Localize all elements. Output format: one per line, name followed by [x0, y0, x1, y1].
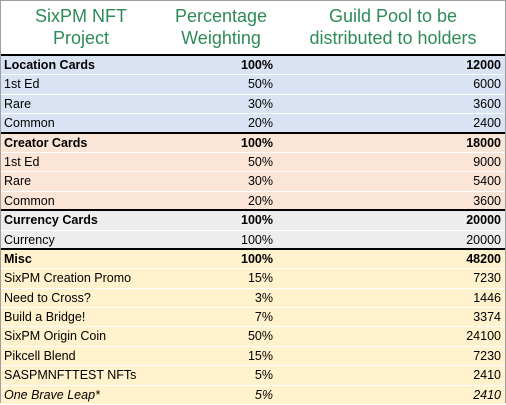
cell-project: One Brave Leap*: [4, 387, 100, 402]
cell-weighting: 5%: [254, 368, 273, 383]
header-project: SixPM NFT Project: [1, 5, 161, 49]
table-row: Common 20% 2400: [1, 114, 505, 134]
cell-weighting: 30%: [247, 96, 273, 111]
cell-project: Currency Cards: [4, 213, 98, 228]
cell-project: Creator Cards: [4, 135, 88, 150]
table-body: Location Cards 100% 12000 1st Ed 50% 6000 Rare…: [1, 56, 505, 405]
cell-weighting: 50%: [247, 154, 273, 169]
table-row: SixPM Creation Promo 15% 7230: [1, 269, 505, 289]
cell-project: Pikcell Blend: [4, 348, 76, 363]
cell-project: Need to Cross?: [4, 290, 91, 305]
table-row: Common 20% 3600: [1, 191, 505, 212]
table-row: Build a Bridge! 7% 3374: [1, 308, 505, 328]
header-guild-pool: Guild Pool to be distributed to holders: [281, 5, 505, 49]
table-row: Pikcell Blend 15% 7230: [1, 346, 505, 367]
table-row: Need to Cross? 3% 1446: [1, 288, 505, 309]
table-row: SASPMNFTTEST NFTs 5% 2410: [1, 366, 505, 386]
cell-weighting: 100%: [241, 251, 273, 266]
cell-project: SASPMNFTTEST NFTs: [4, 368, 137, 383]
cell-project: 1st Ed: [4, 154, 40, 169]
cell-guild-pool: 1446: [473, 290, 501, 305]
cell-weighting: 100%: [241, 213, 273, 228]
table-row: Rare 30% 5400: [1, 172, 505, 192]
cell-guild-pool: 3600: [473, 193, 501, 208]
group-header-row: Currency Cards 100% 20000: [1, 211, 505, 231]
group-header-row: Location Cards 100% 12000: [1, 56, 505, 76]
cell-project: Build a Bridge!: [4, 310, 86, 325]
cell-project: 1st Ed: [4, 77, 40, 92]
cell-guild-pool: 3374: [473, 310, 501, 325]
cell-guild-pool: 5400: [473, 174, 501, 189]
header-guild-pool-line2: distributed to holders: [309, 28, 477, 48]
table-row: SixPM Origin Coin 50% 24100: [1, 327, 505, 347]
cell-weighting: 7%: [254, 310, 273, 325]
table-row: Currency 100% 20000: [1, 230, 505, 250]
cell-weighting: 15%: [247, 271, 273, 286]
cell-weighting: 100%: [241, 58, 273, 72]
cell-guild-pool: 2400: [473, 116, 501, 131]
cell-guild-pool: 2410: [473, 368, 501, 383]
table-row: One Brave Leap* 5% 2410: [1, 385, 505, 405]
cell-project: Misc: [4, 251, 32, 266]
header-guild-pool-line1: Guild Pool to be: [328, 6, 458, 26]
table-row: Rare 30% 3600: [1, 94, 505, 115]
header-project-line2: Project: [52, 28, 110, 48]
table-row: 1st Ed 50% 6000: [1, 75, 505, 95]
cell-project: Rare: [4, 174, 32, 189]
group-header-row: Misc 100% 48200: [1, 249, 505, 270]
cell-weighting: 50%: [247, 77, 273, 92]
cell-weighting: 30%: [247, 174, 273, 189]
cell-guild-pool: 24100: [466, 329, 501, 344]
cell-project: Rare: [4, 96, 32, 111]
cell-guild-pool: 20000: [466, 232, 501, 247]
cell-guild-pool: 2410: [473, 387, 501, 402]
cell-guild-pool: 9000: [473, 154, 501, 169]
cell-guild-pool: 20000: [466, 213, 501, 228]
header-weighting-line1: Percentage: [174, 6, 268, 26]
header-weighting: Percentage Weighting: [161, 5, 281, 49]
cell-project: Currency: [4, 232, 55, 247]
header-project-line1: SixPM NFT: [35, 6, 127, 26]
cell-weighting: 3%: [254, 290, 273, 305]
cell-project: Location Cards: [4, 58, 95, 72]
cell-guild-pool: 18000: [466, 135, 501, 150]
cell-guild-pool: 6000: [473, 77, 501, 92]
header-weighting-line2: Weighting: [181, 28, 261, 48]
cell-guild-pool: 3600: [473, 96, 501, 111]
cell-guild-pool: 48200: [466, 251, 501, 266]
cell-weighting: 20%: [247, 193, 273, 208]
cell-project: SixPM Origin Coin: [4, 329, 107, 344]
cell-guild-pool: 12000: [466, 58, 501, 72]
cell-project: Common: [4, 193, 55, 208]
cell-weighting: 15%: [247, 348, 273, 363]
cell-guild-pool: 7230: [473, 348, 501, 363]
cell-weighting: 100%: [241, 135, 273, 150]
cell-weighting: 5%: [254, 387, 273, 402]
cell-project: Common: [4, 116, 55, 131]
header-row: SixPM NFT Project Percentage Weighting G…: [1, 1, 505, 56]
cell-weighting: 50%: [247, 329, 273, 344]
cell-weighting: 20%: [247, 116, 273, 131]
table-row: 1st Ed 50% 9000: [1, 152, 505, 173]
cell-guild-pool: 7230: [473, 271, 501, 286]
group-header-row: Creator Cards 100% 18000: [1, 133, 505, 153]
cell-weighting: 100%: [241, 232, 273, 247]
cell-project: SixPM Creation Promo: [4, 271, 132, 286]
